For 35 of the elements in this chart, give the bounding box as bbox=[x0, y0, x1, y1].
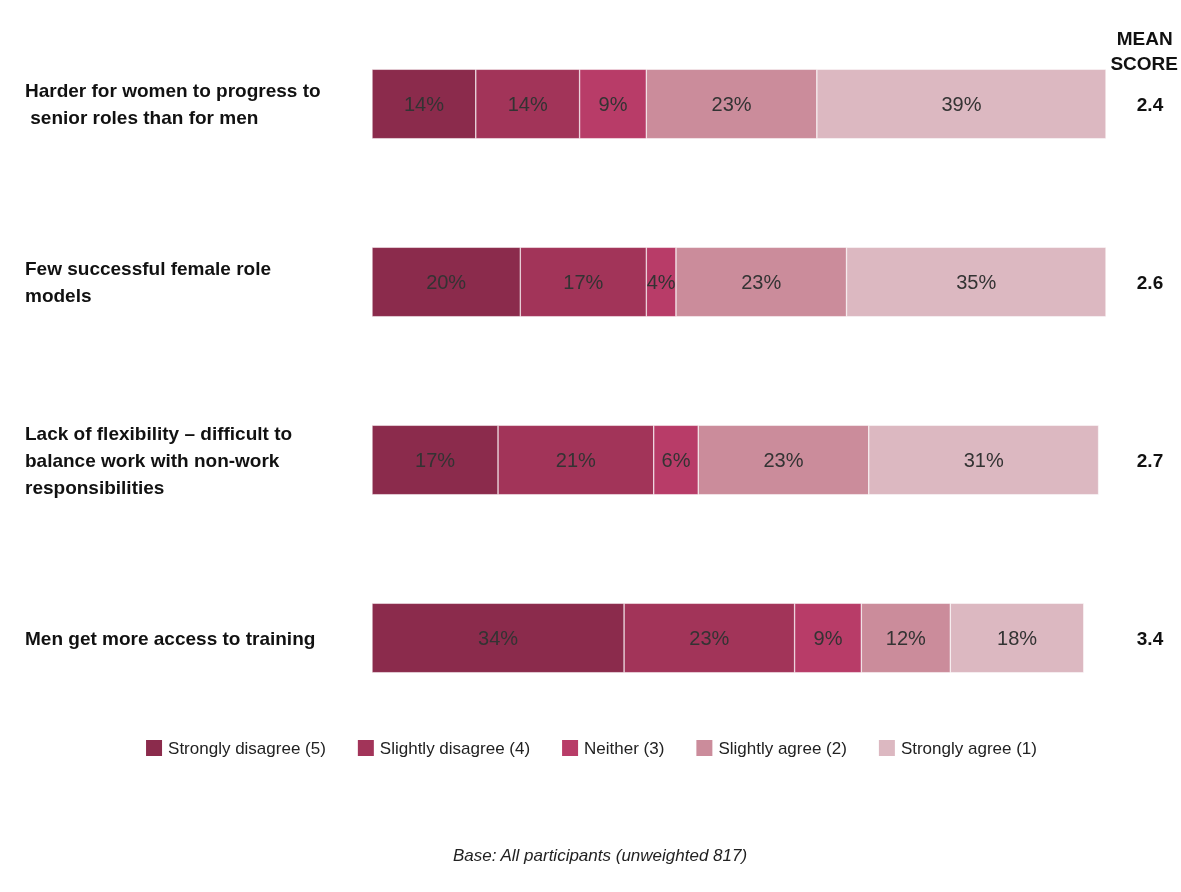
legend-label: Strongly agree (1) bbox=[900, 738, 1037, 758]
data-label: 4% bbox=[646, 271, 676, 293]
y-tick-label: Harder for women to progress to senior roles than for men bbox=[25, 80, 321, 128]
data-label: 17% bbox=[563, 271, 604, 293]
data-label: 34% bbox=[478, 627, 519, 649]
data-label: 17% bbox=[415, 449, 456, 471]
data-label: 23% bbox=[711, 93, 752, 115]
legend-label: Strongly disagree (5) bbox=[168, 738, 326, 758]
data-label: 23% bbox=[689, 627, 730, 649]
data-label: 23% bbox=[741, 271, 782, 293]
data-label: 20% bbox=[426, 271, 467, 293]
text: Base: All participants (unweighted 817) bbox=[452, 845, 748, 865]
data-label: 39% bbox=[941, 93, 982, 115]
text: 3.4 bbox=[1136, 627, 1164, 649]
data-label: 18% bbox=[997, 627, 1038, 649]
data-label: 31% bbox=[963, 449, 1004, 471]
data-label: 6% bbox=[661, 449, 691, 471]
data-label: 12% bbox=[885, 627, 927, 649]
text: MEAN SCORE bbox=[1110, 28, 1178, 74]
text: 2.7 bbox=[1136, 449, 1164, 471]
text: 2.6 bbox=[1136, 271, 1164, 293]
data-label: 9% bbox=[598, 93, 628, 115]
data-label: 9% bbox=[813, 627, 843, 649]
legend-label: Slightly disagree (4) bbox=[379, 738, 531, 758]
y-tick-label: Few successful female role models bbox=[25, 258, 277, 306]
data-label: 21% bbox=[555, 449, 597, 471]
legend-label: Slightly agree (2) bbox=[718, 738, 847, 758]
y-tick-label: Men get more access to training bbox=[25, 627, 316, 649]
y-tick-label: Lack of flexibility – difficult to balance work with non-work responsibilities bbox=[25, 422, 298, 498]
text: 2.4 bbox=[1136, 93, 1164, 115]
legend-label: Neither (3) bbox=[584, 738, 665, 758]
data-label: 35% bbox=[956, 271, 997, 293]
data-label: 14% bbox=[403, 93, 445, 115]
data-label: 23% bbox=[763, 449, 804, 471]
data-label: 14% bbox=[507, 93, 548, 115]
